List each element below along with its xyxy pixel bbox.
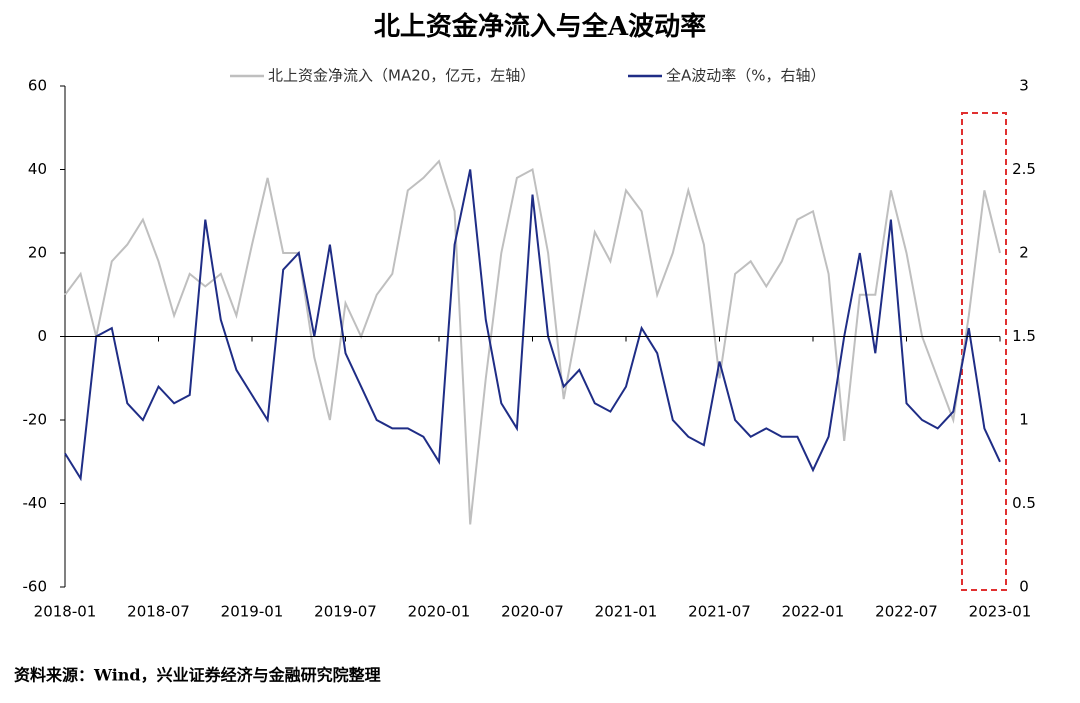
x-tick-label: 2021-07	[688, 603, 751, 621]
y2-tick-label: 0	[1019, 578, 1029, 596]
y2-tick-label: 1	[1019, 411, 1029, 429]
y-tick-label: -20	[23, 411, 48, 429]
y2-tick-label: 0.5	[1012, 494, 1036, 512]
y2-tick-label: 2	[1019, 244, 1029, 262]
x-tick-label: 2022-01	[782, 603, 845, 621]
y2-tick-label: 1.5	[1012, 327, 1036, 345]
x-tick-label: 2019-01	[221, 603, 284, 621]
y-tick-label: 20	[28, 244, 47, 262]
chart-title: 北上资金净流入与全A波动率	[374, 11, 706, 42]
series-line	[64, 159, 1001, 525]
y-tick-label: 40	[28, 160, 47, 178]
x-tick-label: 2019-07	[314, 603, 377, 621]
y-tick-label: -60	[23, 578, 48, 596]
y-tick-label: 60	[28, 77, 47, 95]
x-tick-label: 2018-01	[34, 603, 97, 621]
y-tick-label: -40	[23, 494, 48, 512]
legend-label: 北上资金净流入（MA20，亿元，左轴）	[268, 67, 535, 85]
series-line	[64, 169, 1001, 482]
x-tick-label: 2022-07	[875, 603, 938, 621]
legend-label: 全A波动率（%，右轴）	[666, 67, 826, 85]
highlight-box	[961, 112, 1007, 591]
y-tick-label: 0	[37, 327, 47, 345]
x-tick-label: 2018-07	[127, 603, 190, 621]
x-tick-label: 2020-01	[408, 603, 471, 621]
source-note: 资料来源：Wind，兴业证券经济与金融研究院整理	[14, 666, 381, 685]
x-tick-label: 2020-07	[501, 603, 564, 621]
y2-tick-label: 3	[1019, 77, 1029, 95]
y2-tick-label: 2.5	[1012, 160, 1036, 178]
x-tick-label: 2021-01	[595, 603, 658, 621]
x-tick-label: 2023-01	[969, 603, 1032, 621]
